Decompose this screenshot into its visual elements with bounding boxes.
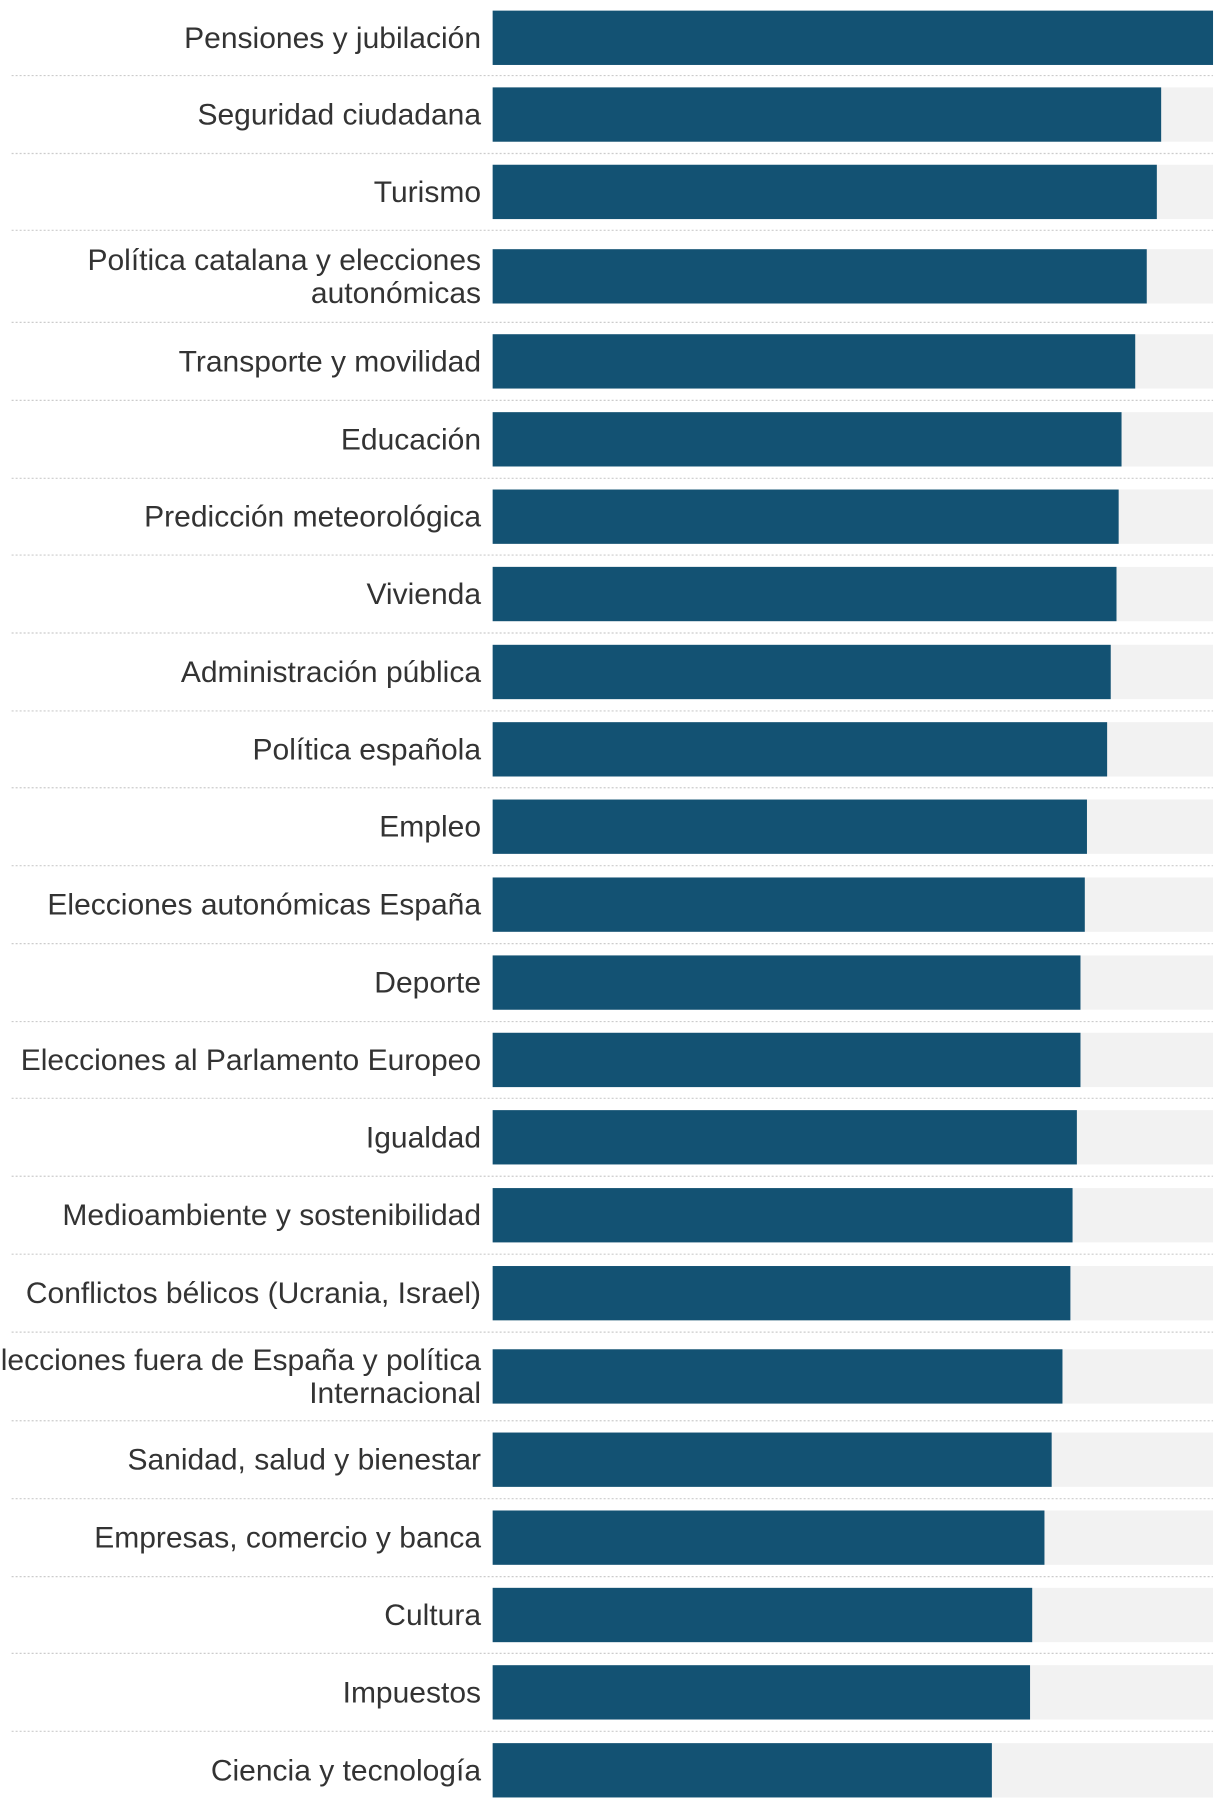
- bar: [492, 877, 1085, 932]
- bar: [492, 1188, 1073, 1243]
- category-label-line: Política catalana y elecciones: [87, 244, 481, 277]
- category-label-line: Elecciones autonómicas España: [47, 889, 481, 922]
- category-label-line: Transporte y movilidad: [179, 345, 481, 378]
- bar: [492, 489, 1119, 544]
- category-label: Seguridad ciudadana: [197, 99, 481, 132]
- category-label-line: Predicción meteorológica: [144, 501, 481, 534]
- category-label-line: Seguridad ciudadana: [197, 99, 481, 132]
- bar: [492, 1432, 1052, 1487]
- bar: [492, 1587, 1033, 1643]
- bar: [492, 722, 1108, 777]
- category-label-line: Empleo: [379, 811, 481, 844]
- category-label-line: Vivienda: [366, 578, 481, 611]
- category-label-line: Medioambiente y sostenibilidad: [62, 1199, 481, 1232]
- category-label-line: Deporte: [374, 967, 481, 1000]
- category-label-line: Turismo: [374, 176, 481, 209]
- bar: [492, 412, 1122, 467]
- category-label: Empresas, comercio y banca: [94, 1522, 481, 1555]
- category-label: Elecciones autonómicas España: [47, 889, 481, 922]
- category-label-line: Administración pública: [181, 656, 481, 689]
- category-label-line: autonómicas: [311, 277, 481, 310]
- bar: [492, 799, 1087, 854]
- bar: [492, 1510, 1045, 1565]
- category-label-line: Empresas, comercio y banca: [94, 1522, 481, 1555]
- bar: [492, 1665, 1031, 1720]
- category-label-line: Política española: [253, 733, 482, 766]
- category-label: Sanidad, salud y bienestar: [127, 1444, 481, 1477]
- bar: [492, 87, 1162, 142]
- category-label-line: Impuestos: [343, 1676, 481, 1709]
- category-label: Transporte y movilidad: [179, 345, 481, 378]
- bar: [492, 1032, 1081, 1088]
- category-label: Elecciones fuera de España y política Int…: [0, 1344, 481, 1410]
- category-label: Deporte: [374, 967, 481, 1000]
- category-label: Cultura: [384, 1599, 481, 1632]
- category-label-line: Elecciones al Parlamento Europeo: [21, 1044, 481, 1077]
- bar: [492, 1110, 1077, 1165]
- category-label-line: Internacional: [309, 1377, 481, 1410]
- bar: [492, 10, 1214, 65]
- category-label: Administración pública: [181, 656, 481, 689]
- bar: [492, 249, 1147, 304]
- category-label: Igualdad: [366, 1121, 481, 1154]
- category-label: Pensiones y jubilación: [184, 22, 481, 55]
- bar: [492, 955, 1081, 1010]
- bar: [492, 566, 1117, 622]
- category-label-line: Educación: [341, 423, 481, 456]
- bar: [492, 164, 1157, 220]
- category-label-line: Sanidad, salud y bienestar: [127, 1444, 481, 1477]
- category-label: Impuestos: [343, 1676, 481, 1709]
- bar: [492, 1349, 1063, 1404]
- bar: [492, 644, 1111, 700]
- category-label: Política catalana y elecciones autonómica…: [87, 244, 481, 310]
- category-label-line: Pensiones y jubilación: [184, 22, 481, 55]
- category-label: Empleo: [379, 811, 481, 844]
- category-label-line: Conflictos bélicos (Ucrania, Israel): [26, 1277, 481, 1310]
- category-label: Ciencia y tecnología: [211, 1754, 481, 1787]
- bar: [492, 1743, 992, 1798]
- category-label: Vivienda: [366, 578, 481, 611]
- bar: [492, 1266, 1071, 1321]
- category-label: Conflictos bélicos (Ucrania, Israel): [26, 1277, 481, 1310]
- category-label: Política española: [253, 733, 482, 766]
- category-label: Educación: [341, 423, 481, 456]
- category-label-line: Cultura: [384, 1599, 481, 1632]
- category-label: Medioambiente y sostenibilidad: [62, 1199, 481, 1232]
- category-label-line: Igualdad: [366, 1121, 481, 1154]
- category-label-line: Ciencia y tecnología: [211, 1754, 481, 1787]
- bar: [492, 334, 1136, 389]
- category-label: Turismo: [374, 176, 481, 209]
- category-label: Elecciones al Parlamento Europeo: [21, 1044, 481, 1077]
- category-label: Predicción meteorológica: [144, 501, 481, 534]
- category-label-line: Elecciones fuera de España y política: [0, 1344, 481, 1377]
